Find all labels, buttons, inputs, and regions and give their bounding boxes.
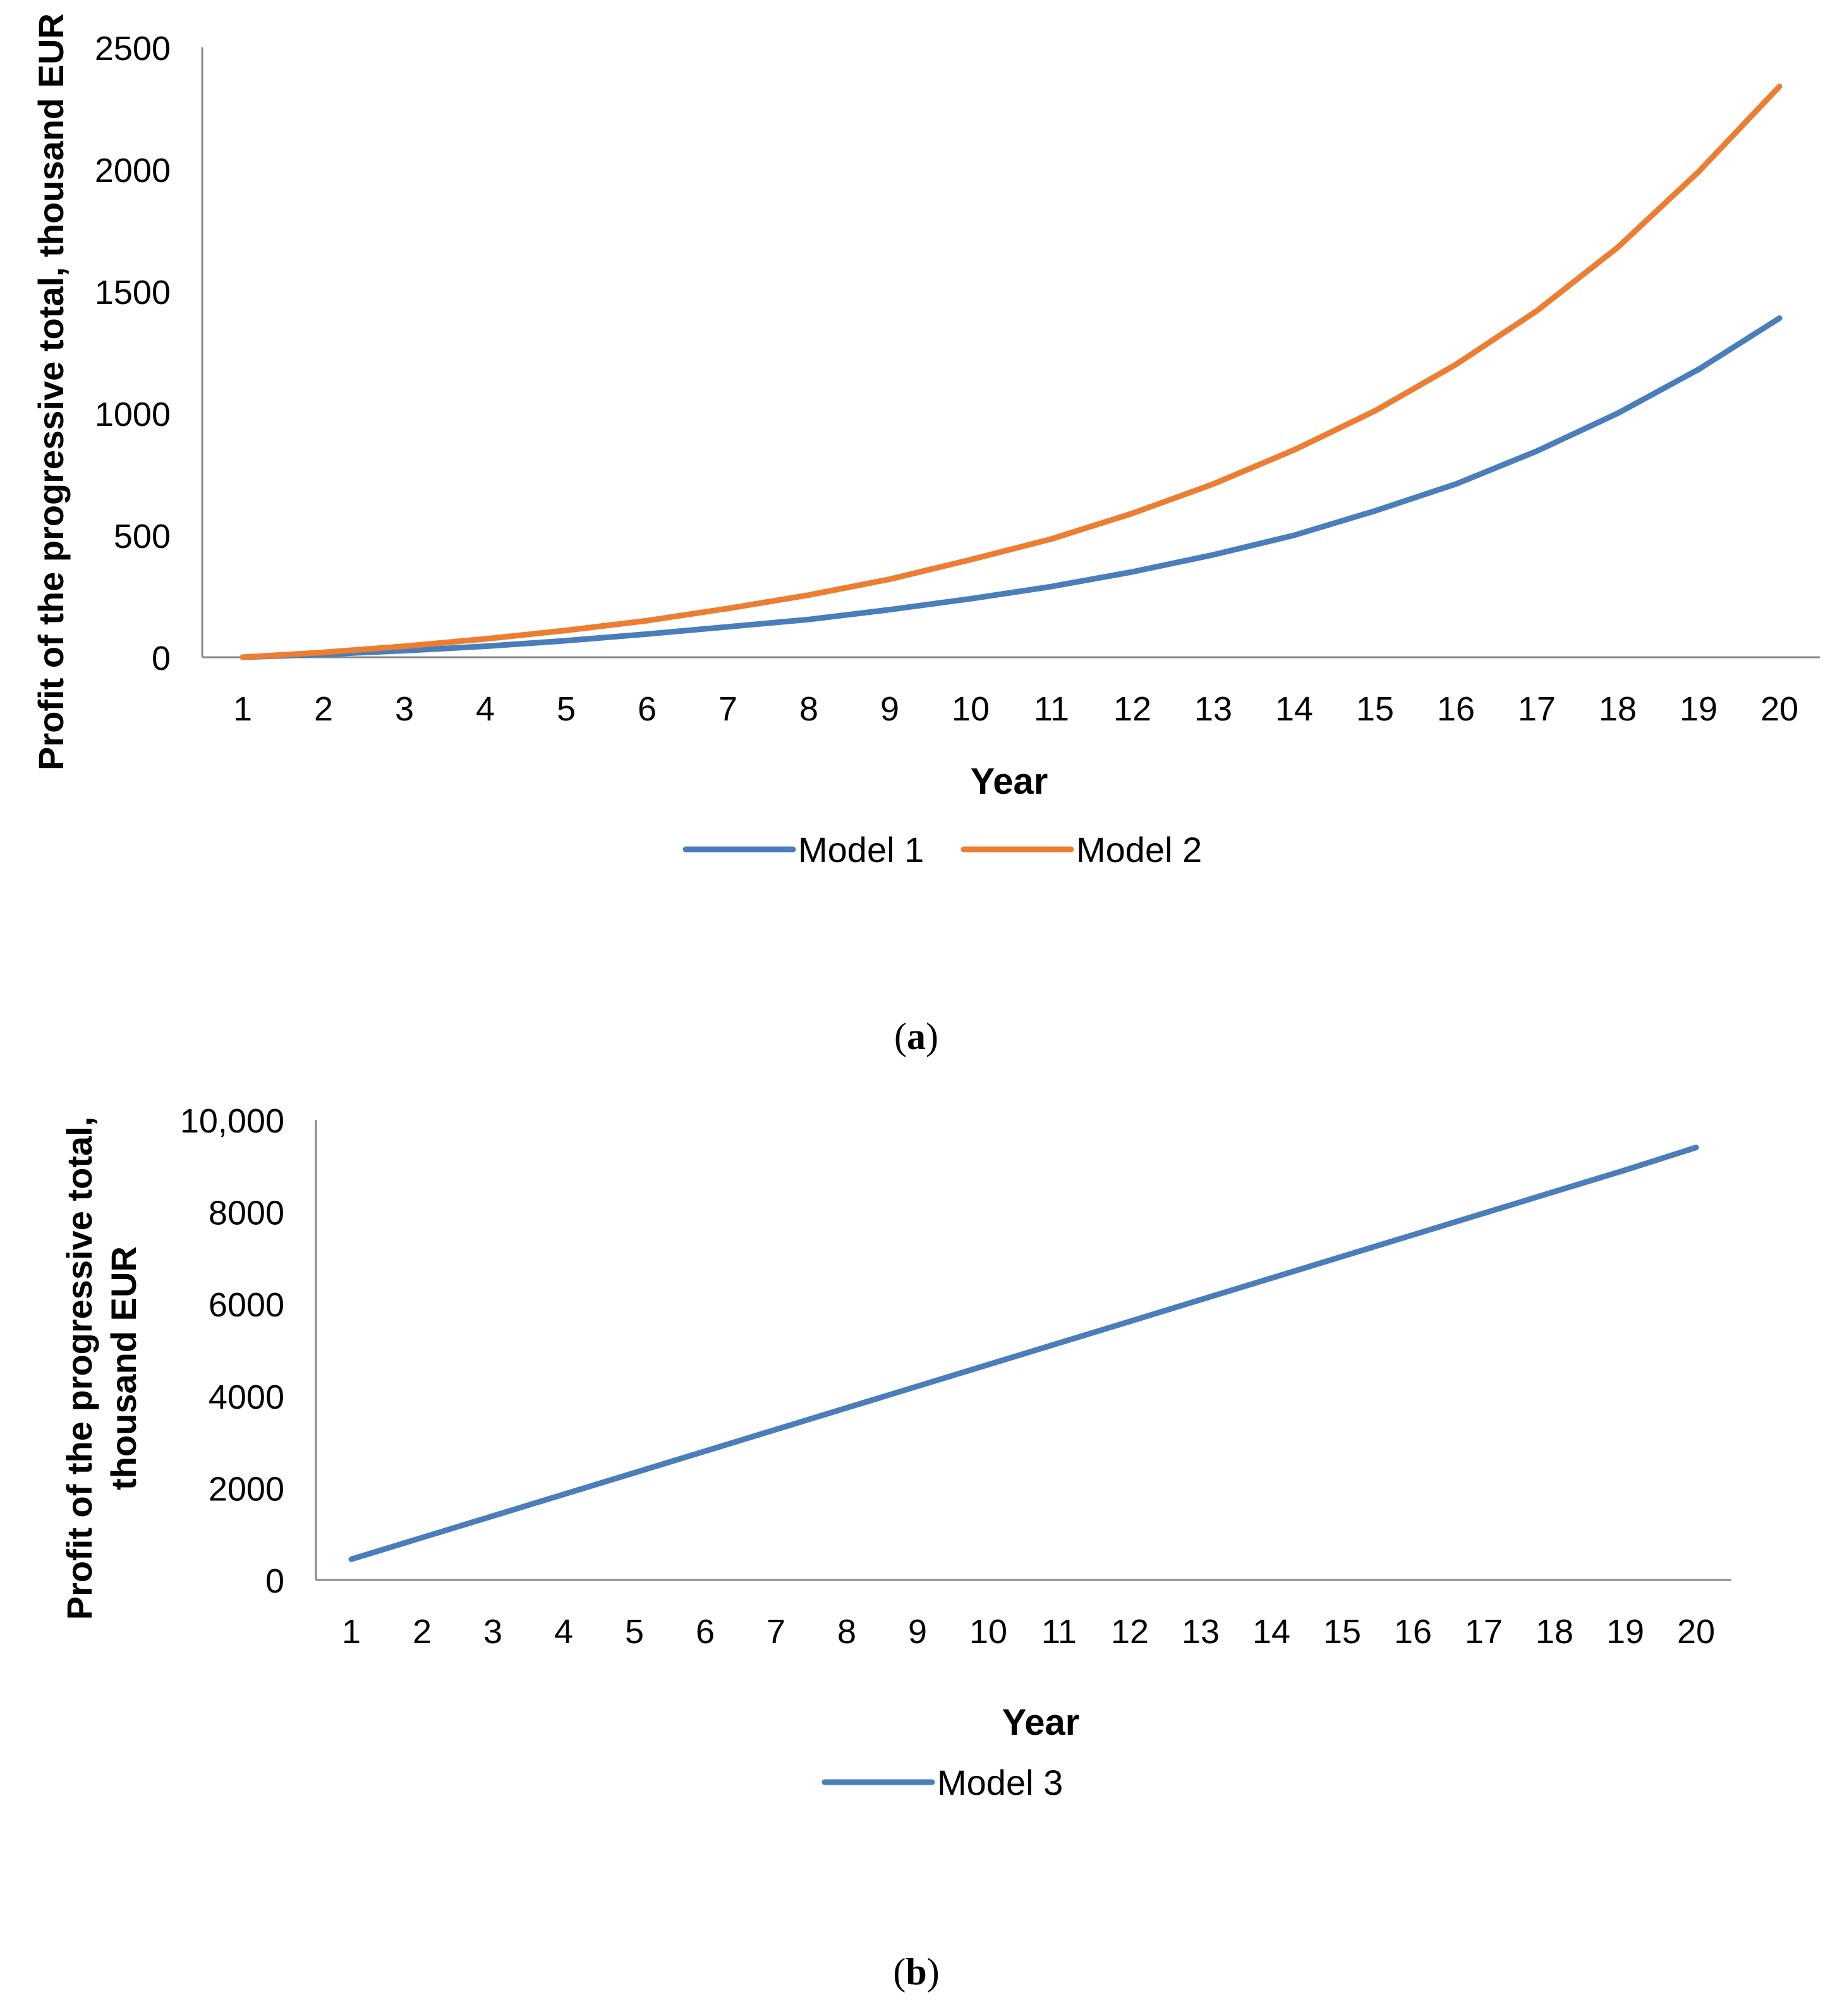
y-tick-label: 6000 [209,1286,284,1324]
x-tick-label: 2 [413,1613,432,1651]
x-tick-label: 12 [1111,1613,1149,1651]
chart-b-y-axis-label-line-2: thousand EUR [104,1246,143,1490]
chart-b-y-axis-label: Profit of the progressive total, thousan… [59,1117,143,1620]
chart-b-x-axis-label: Year [1002,1702,1080,1743]
chart-a-x-axis-label: Year [971,761,1048,802]
y-tick-label: 1000 [95,396,171,434]
y-tick-label: 8000 [209,1194,284,1232]
panel-label-b-letter: b [906,1951,926,1993]
x-tick-label: 15 [1323,1613,1361,1651]
panel-label-a-letter: a [907,1016,926,1057]
chart-a-axes [201,47,1820,659]
x-tick-label: 6 [696,1613,715,1651]
x-tick-label: 17 [1518,690,1556,728]
y-tick-label: 2000 [95,152,171,190]
x-tick-label: 19 [1680,690,1718,728]
chart-a-legend: Model 1 Model 2 [682,830,1202,870]
y-tick-label: 1500 [95,274,171,312]
x-tick-label: 19 [1606,1613,1644,1651]
x-tick-label: 8 [837,1613,856,1651]
x-tick-label: 11 [1034,690,1069,728]
x-tick-label: 5 [557,690,576,728]
chart-b-axes [315,1120,1731,1581]
chart-b-legend: Model 3 [821,1763,1063,1802]
chart-a-x-ticks: 1 2 3 4 5 6 7 8 9 10 11 12 13 14 15 16 17 18 19 20 [233,690,1798,728]
x-tick-label: 11 [1041,1613,1077,1651]
x-tick-label: 18 [1599,690,1637,728]
y-tick-label: 500 [114,518,171,556]
x-tick-label: 6 [638,690,657,728]
panel-label-a: (a) [894,1016,938,1057]
x-tick-label: 17 [1465,1613,1503,1651]
x-tick-label: 16 [1394,1613,1432,1651]
x-tick-label: 9 [880,690,899,728]
x-tick-label: 13 [1194,690,1232,728]
chart-b-y-axis-label-line-1: Profit of the progressive total, [59,1117,99,1620]
x-tick-label: 16 [1437,690,1475,728]
x-tick-label: 15 [1356,690,1394,728]
x-tick-label: 14 [1275,690,1313,728]
x-tick-label: 9 [908,1613,927,1651]
chart-b-x-ticks: 1 2 3 4 5 6 7 8 9 10 11 12 13 14 15 16 17 18 19 20 [342,1613,1715,1651]
chart-b-series [348,1145,1699,1562]
legend-label: Model 1 [798,830,924,870]
x-tick-label: 7 [718,690,737,728]
chart-b-y-ticks: 0 2000 4000 6000 8000 10,000 [180,1102,284,1600]
series-line-model-2 [239,83,1783,660]
x-tick-label: 2 [314,690,333,728]
chart-a-series [239,83,1783,660]
y-tick-label: 2500 [95,30,171,68]
y-tick-label: 4000 [209,1378,284,1416]
y-tick-label: 0 [152,640,171,677]
x-tick-label: 5 [625,1613,644,1651]
x-tick-label: 7 [766,1613,785,1651]
x-tick-label: 12 [1113,690,1151,728]
x-tick-label: 8 [799,690,818,728]
x-tick-label: 10 [969,1613,1007,1651]
chart-a-y-axis-label: Profit of the progressive total, thousan… [31,13,71,770]
x-tick-label: 13 [1182,1613,1220,1651]
x-tick-label: 20 [1760,690,1798,728]
x-tick-label: 1 [342,1613,361,1651]
series-line-model-1 [239,315,1783,660]
legend-label: Model 2 [1076,830,1202,870]
y-tick-label: 2000 [209,1470,284,1508]
x-tick-label: 3 [395,690,414,728]
y-tick-label: 0 [265,1562,284,1600]
x-tick-label: 10 [952,690,990,728]
y-tick-label: 10,000 [180,1102,284,1140]
x-tick-label: 18 [1536,1613,1573,1651]
chart-a-y-ticks: 0 500 1000 1500 2000 2500 [95,30,171,677]
x-tick-label: 14 [1252,1613,1290,1651]
panel-label-b: (b) [893,1951,939,1993]
x-tick-label: 1 [233,690,252,728]
x-tick-label: 4 [554,1613,573,1651]
legend-label: Model 3 [937,1763,1063,1802]
x-tick-label: 4 [476,690,495,728]
x-tick-label: 20 [1677,1613,1715,1651]
x-tick-label: 3 [483,1613,502,1651]
series-line-model-3 [348,1145,1699,1562]
